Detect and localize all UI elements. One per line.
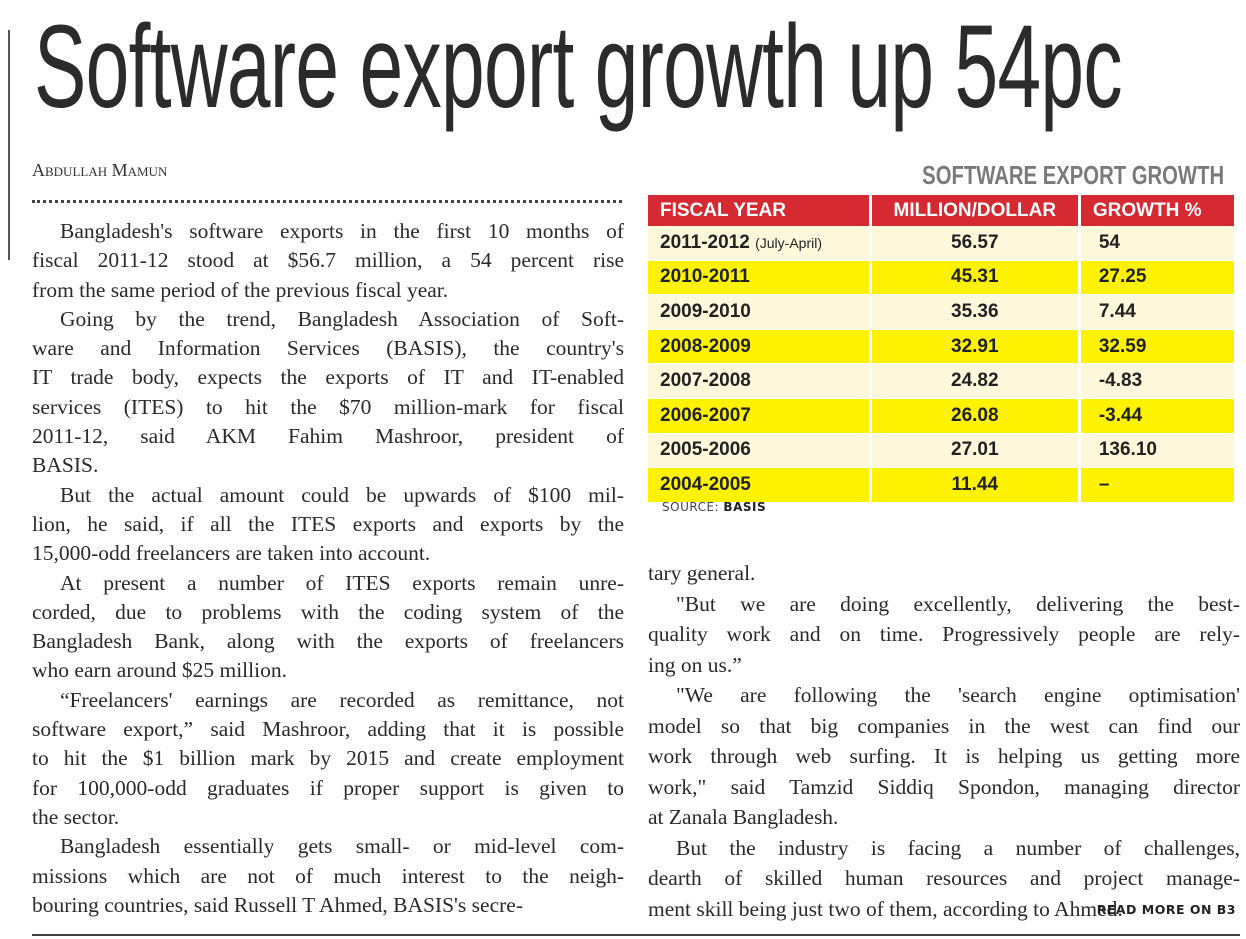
paragraph-line: BASIS. xyxy=(32,453,99,478)
cell-fiscal-year: 2011-2012 (July-April) xyxy=(648,226,869,261)
year-text: 2011-2012 xyxy=(660,231,750,253)
paragraph-line: to hit the $1 billion mark by 2015 and c… xyxy=(32,746,624,771)
year-text: 2006-2007 xyxy=(660,404,751,426)
paragraph-line: dearth of skilled human resources and pr… xyxy=(648,866,1240,890)
table-row: 2010-2011 45.31 27.25 xyxy=(648,260,1234,296)
cell-million-dollar: 24.82 xyxy=(871,364,1078,399)
year-text: 2005-2006 xyxy=(660,439,751,461)
paragraph-line: fiscal 2011-12 stood at $56.7 million, a… xyxy=(32,248,624,273)
paragraph-line: lion, he said, if all the ITES exports a… xyxy=(32,511,624,536)
cell-million-dollar: 56.57 xyxy=(871,226,1078,261)
table-row: 2011-2012 (July-April) 56.57 54 xyxy=(648,226,1234,261)
paragraph-line: for 100,000-odd graduates if proper supp… xyxy=(32,775,624,800)
paragraph-line: 2011-12, said AKM Fahim Mashroor, presid… xyxy=(32,424,624,449)
source-name: BASIS xyxy=(723,500,767,514)
paragraph-line: software export,” said Mashroor, adding … xyxy=(32,717,624,742)
paragraph-line: Bangladesh essentially gets small- or mi… xyxy=(60,834,624,859)
cell-growth: 27.25 xyxy=(1080,260,1234,296)
cell-growth: -4.83 xyxy=(1080,364,1234,399)
year-text: 2004-2005 xyxy=(660,473,751,495)
paragraph-line: work through web surfing. It is helping … xyxy=(648,744,1240,768)
paragraph-line: ing on us.” xyxy=(648,652,742,677)
column-rule xyxy=(8,30,10,260)
paragraph-line: At present a number of ITES exports rema… xyxy=(60,570,624,595)
year-text: 2009-2010 xyxy=(660,300,751,322)
cell-fiscal-year: 2005-2006 xyxy=(648,433,869,469)
year-text: 2008-2009 xyxy=(660,335,751,357)
paragraph-line: ware and Information Services (BASIS), t… xyxy=(32,336,624,361)
cell-million-dollar: 26.08 xyxy=(871,398,1078,434)
paragraph-line: Bangladesh's software exports in the fir… xyxy=(60,219,624,243)
paragraph-line: Going by the trend, Bangladesh Associati… xyxy=(60,306,624,331)
table-row: 2007-2008 24.82 -4.83 xyxy=(648,364,1234,399)
cell-growth: 136.10 xyxy=(1080,433,1234,469)
header-fiscal-year: FISCAL YEAR xyxy=(648,195,869,226)
paragraph-line: IT trade body, expects the exports of IT… xyxy=(32,365,624,390)
paragraph-line: corded, due to problems with the coding … xyxy=(32,599,624,624)
paragraph-line: quality work and on time. Progressively … xyxy=(648,622,1240,646)
paragraph-line: services (ITES) to hit the $70 million-m… xyxy=(32,394,624,419)
paragraph-line: 15,000-odd freelancers are taken into ac… xyxy=(32,541,431,566)
cell-fiscal-year: 2004-2005 xyxy=(648,468,869,503)
cell-million-dollar: 32.91 xyxy=(871,329,1078,365)
paragraph-line: the sector. xyxy=(32,804,120,829)
export-growth-table: FISCAL YEAR MILLION/DOLLAR GROWTH % 2011… xyxy=(645,195,1237,503)
cell-million-dollar: 45.31 xyxy=(871,260,1078,296)
paragraph-line: Bangladesh Bank, along with the exports … xyxy=(32,629,624,654)
year-text: 2010-2011 xyxy=(660,266,750,288)
table-source: SOURCE: BASIS xyxy=(662,500,766,514)
cell-fiscal-year: 2009-2010 xyxy=(648,295,869,330)
paragraph-line: But the industry is facing a number of c… xyxy=(676,835,1240,860)
table-header-row: FISCAL YEAR MILLION/DOLLAR GROWTH % xyxy=(648,195,1234,226)
header-million-dollar: MILLION/DOLLAR xyxy=(871,195,1078,226)
cell-fiscal-year: 2010-2011 xyxy=(648,260,869,296)
paragraph-line: work," said Tamzid Siddiq Spondon, manag… xyxy=(648,774,1240,799)
table-row: 2006-2007 26.08 -3.44 xyxy=(648,398,1234,434)
cell-growth: 54 xyxy=(1080,226,1234,261)
cell-growth: – xyxy=(1080,468,1234,503)
article-column-right: tary general. "But we are doing excellent… xyxy=(648,558,1240,924)
paragraph-line: who earn around $25 million. xyxy=(32,658,287,683)
table-row: 2009-2010 35.36 7.44 xyxy=(648,295,1234,330)
table-row: 2008-2009 32.91 32.59 xyxy=(648,329,1234,365)
read-more-link[interactable]: READ MORE ON B3 xyxy=(1096,902,1236,917)
paragraph-line: at Zanala Bangladesh. xyxy=(648,805,839,829)
cell-million-dollar: 27.01 xyxy=(871,433,1078,469)
dotted-divider xyxy=(32,200,622,203)
cell-growth: 7.44 xyxy=(1080,295,1234,330)
article-column-left: Bangladesh's software exports in the fir… xyxy=(32,217,624,920)
byline: Abdullah Mamun xyxy=(32,160,168,180)
year-note: (July-April) xyxy=(755,234,822,251)
source-label: SOURCE: xyxy=(662,500,720,514)
table-row: 2005-2006 27.01 136.10 xyxy=(648,433,1234,469)
paragraph-line: "We are following the 'search engine opt… xyxy=(676,683,1240,707)
table-row: 2004-2005 11.44– xyxy=(648,468,1234,503)
paragraph-line: bouring countries, said Russell T Ahmed,… xyxy=(32,892,523,917)
paragraph-line: ment skill being just two of them, accor… xyxy=(648,896,1123,921)
cell-growth: 32.59 xyxy=(1080,329,1234,365)
table-title: SOFTWARE EXPORT GROWTH xyxy=(922,160,1224,190)
paragraph-line: missions which are not of much interest … xyxy=(32,863,624,888)
cell-million-dollar: 35.36 xyxy=(871,295,1078,330)
cell-fiscal-year: 2007-2008 xyxy=(648,364,869,399)
year-text: 2007-2008 xyxy=(660,370,751,392)
cell-growth: -3.44 xyxy=(1080,398,1234,434)
paragraph-line: "But we are doing excellently, deliverin… xyxy=(676,591,1240,616)
paragraph-line: But the actual amount could be upwards o… xyxy=(60,482,624,507)
paragraph-line: “Freelancers' earnings are recorded as r… xyxy=(60,687,624,712)
paragraph-line: tary general. xyxy=(648,561,756,585)
cell-fiscal-year: 2008-2009 xyxy=(648,329,869,365)
paragraph-line: model so that big companies in the west … xyxy=(648,713,1240,738)
paragraph-line: from the same period of the previous fis… xyxy=(32,277,449,302)
header-growth: GROWTH % xyxy=(1080,195,1234,226)
headline: Software export growth up 54pc xyxy=(34,1,1123,133)
cell-fiscal-year: 2006-2007 xyxy=(648,398,869,434)
cell-million-dollar: 11.44 xyxy=(871,468,1078,503)
bottom-rule xyxy=(32,934,1240,936)
